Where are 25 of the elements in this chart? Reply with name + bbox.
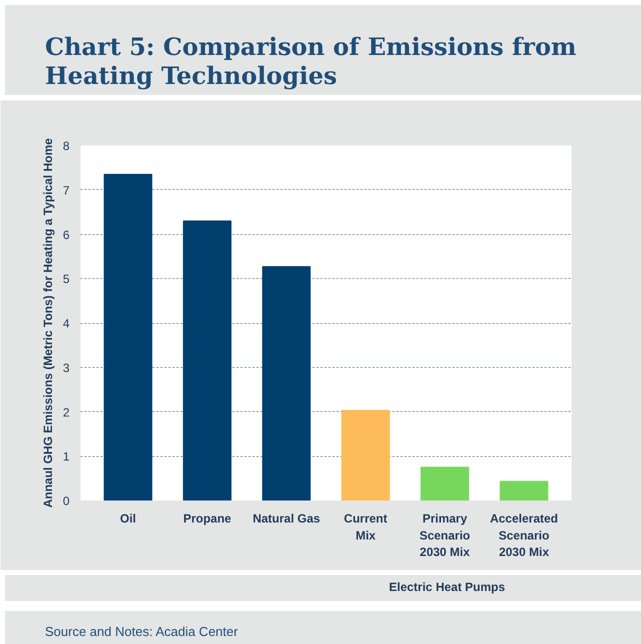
source-note: Source and Notes: Acadia Center bbox=[45, 623, 238, 641]
y-tick-label: 3 bbox=[62, 360, 70, 375]
y-tick-label: 2 bbox=[62, 405, 70, 420]
bar bbox=[500, 480, 548, 500]
x-tick-label: Natural Gas bbox=[252, 512, 320, 526]
y-tick-label: 5 bbox=[62, 272, 70, 286]
bar bbox=[262, 266, 311, 500]
bar bbox=[341, 410, 390, 500]
y-tick-label: 6 bbox=[62, 228, 70, 242]
x-tick-label: Accelerated Scenario 2030 Mix bbox=[490, 512, 558, 560]
y-tick-label: 7 bbox=[62, 183, 70, 198]
y-tick-label: 1 bbox=[62, 450, 70, 464]
x-tick-label: Propane bbox=[183, 512, 232, 526]
y-tick-label: 8 bbox=[62, 139, 70, 153]
y-tick-label: 4 bbox=[62, 316, 70, 330]
y-tick-label: 0 bbox=[62, 494, 70, 508]
x-tick-label: Oil bbox=[120, 512, 136, 526]
bar bbox=[104, 174, 152, 500]
chart-title: Chart 5: Comparison of Emissions from Heating Technologies bbox=[45, 32, 578, 91]
bar bbox=[420, 466, 470, 500]
text: Electric Heat Pumps bbox=[389, 579, 506, 596]
x-tick-label: Current Mix bbox=[344, 512, 388, 542]
bar bbox=[182, 220, 232, 500]
y-axis-title: Annaul GHG Emissions (Metric Tons) for Heating a Typical Home bbox=[40, 138, 55, 508]
x-tick-label: Primary Scenario 2030 Mix bbox=[419, 512, 470, 560]
